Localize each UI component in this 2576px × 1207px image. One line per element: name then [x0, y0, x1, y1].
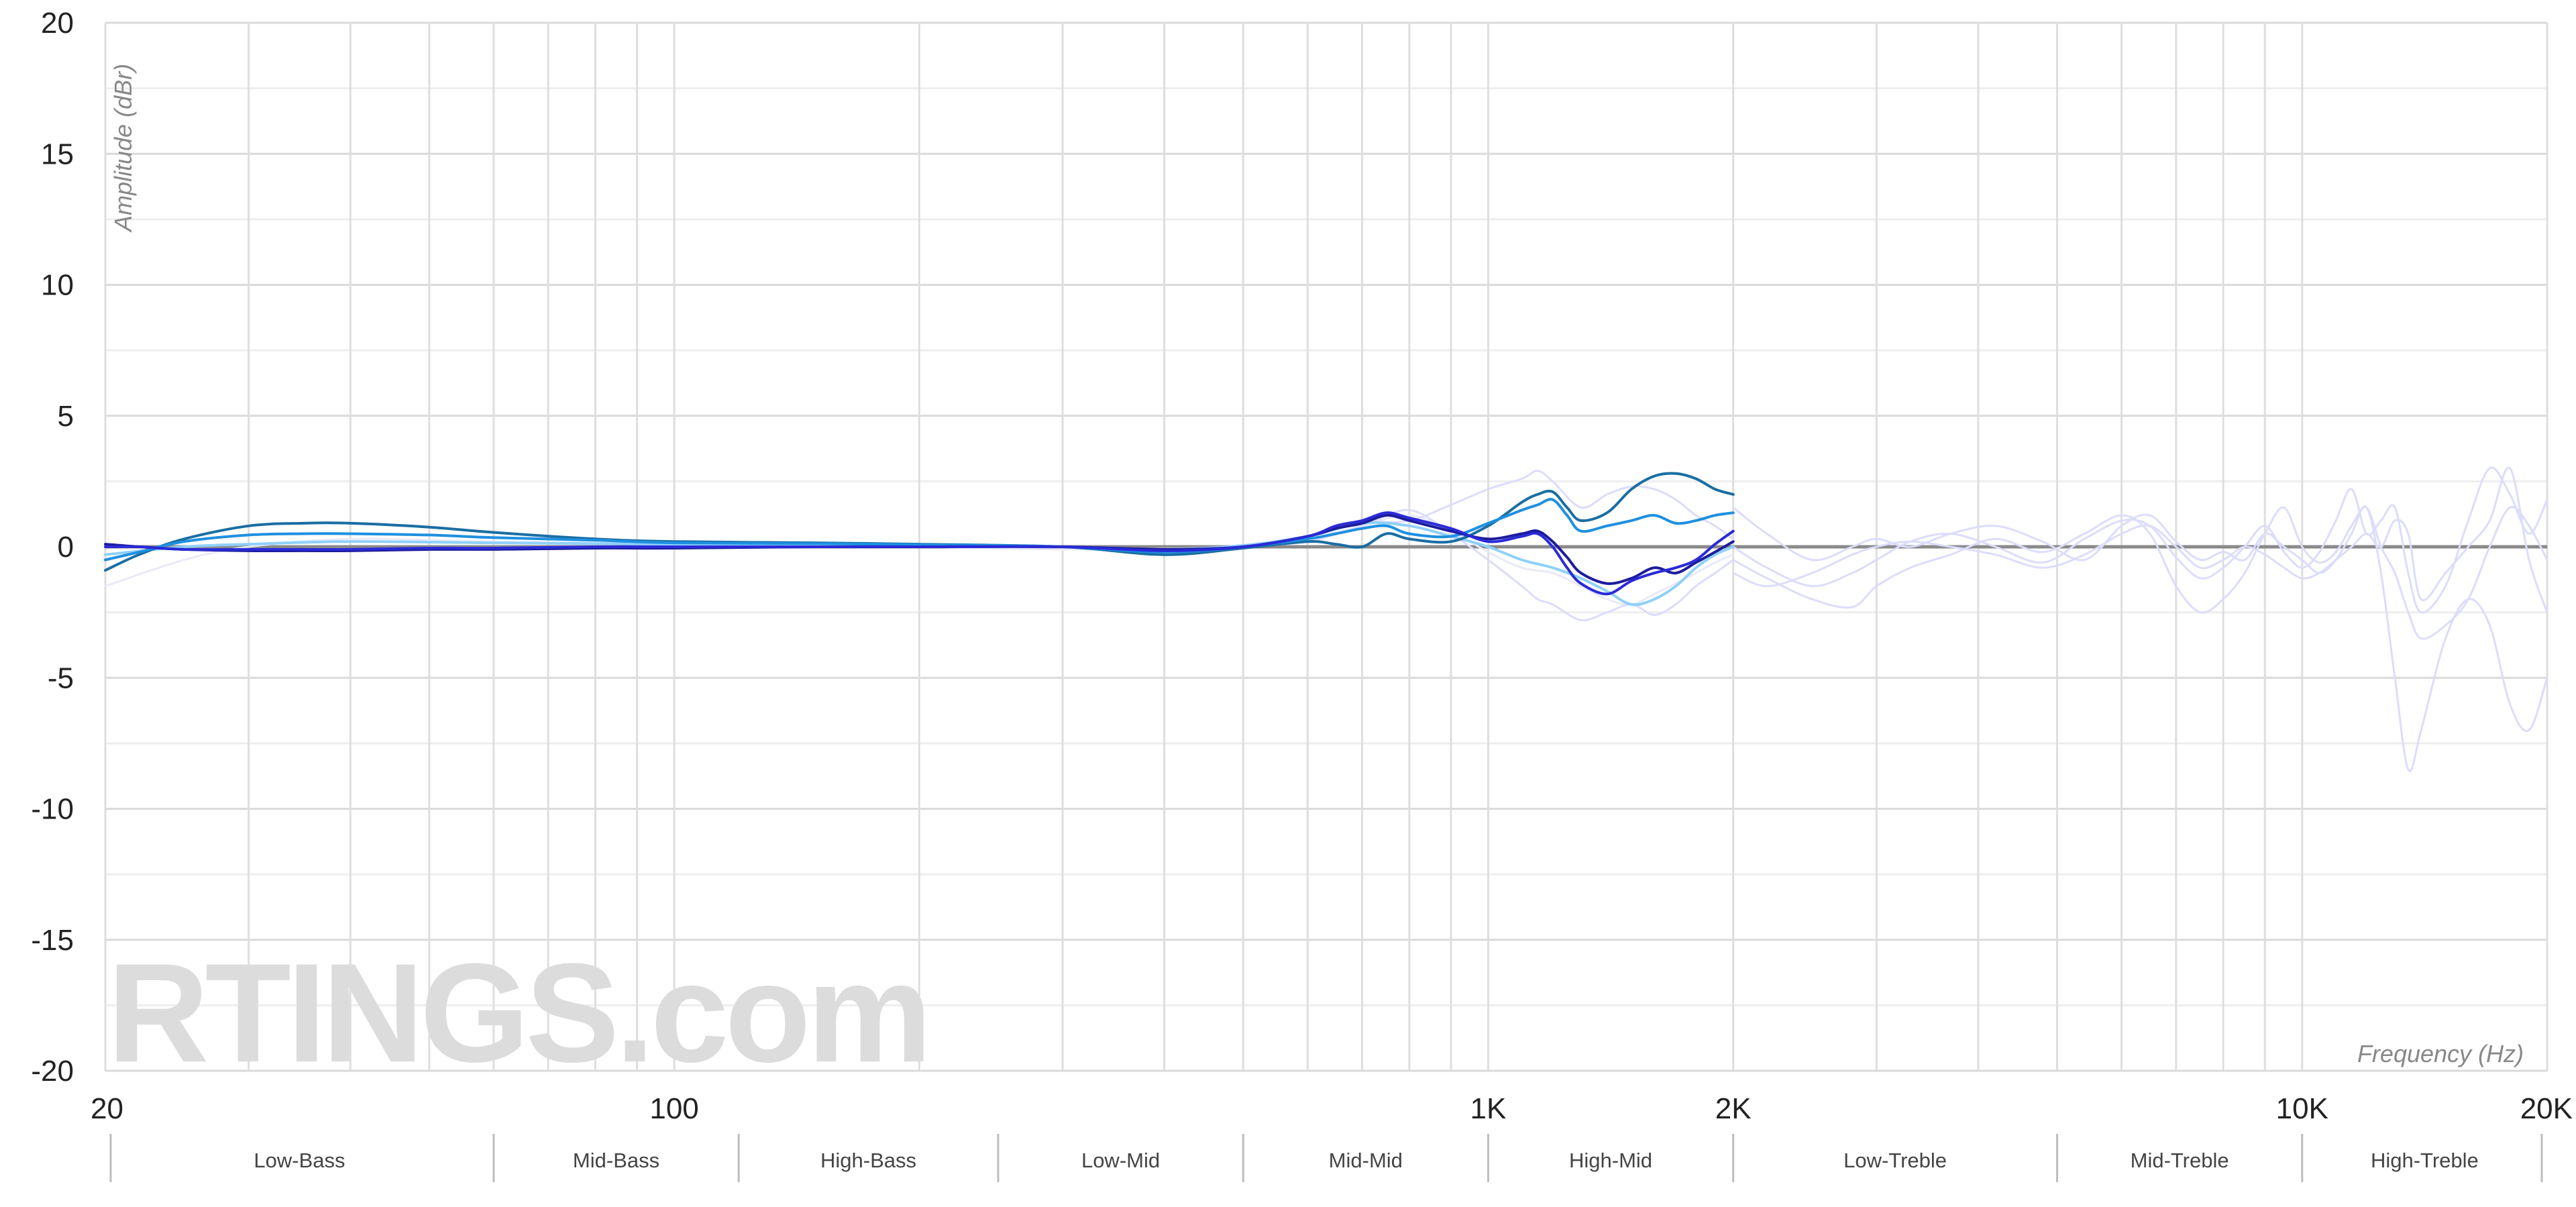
series-line-4: [1732, 466, 2548, 614]
series-line-1: [1732, 466, 2548, 614]
y-tick-label: -5: [48, 662, 74, 694]
x-tick-label: 2K: [1715, 1092, 1752, 1125]
x-tick-label: 10K: [2276, 1092, 2328, 1125]
watermark-logo: RTINGS.com: [107, 934, 928, 1092]
band-label: Mid-Mid: [1329, 1149, 1403, 1172]
x-tick-label: 100: [649, 1092, 698, 1125]
y-tick-label: 10: [41, 269, 74, 302]
y-tick-label: -20: [31, 1055, 74, 1088]
x-tick-label: 1K: [1470, 1092, 1507, 1125]
y-tick-label: -15: [31, 924, 74, 957]
y-tick-label: 0: [58, 531, 74, 564]
grid: [104, 21, 2548, 1072]
x-tick-label: 20K: [2520, 1092, 2573, 1125]
band-label: High-Treble: [2371, 1149, 2479, 1172]
band-label: High-Bass: [820, 1149, 916, 1172]
x-tick-label: 20: [91, 1092, 123, 1125]
y-tick-label: -10: [31, 793, 74, 826]
y-tick-label: 15: [41, 138, 74, 170]
band-label: Low-Bass: [254, 1149, 345, 1172]
series-group: [104, 466, 2548, 772]
y-axis-title: Amplitude (dBr): [109, 64, 137, 233]
band-label: Mid-Bass: [573, 1149, 659, 1172]
band-label: Low-Treble: [1843, 1149, 1947, 1172]
series-line-2: [1732, 506, 2548, 640]
series-line-3: [1732, 505, 2548, 772]
x-tick-labels: 20 100 1K 2K 10K 20K: [91, 1092, 2573, 1125]
series-line-12: [104, 511, 1735, 596]
series-line-6: [1242, 509, 1735, 622]
frequency-bands: Low-Bass Mid-Bass High-Bass Low-Mid Mid-Mid H…: [109, 1134, 2543, 1182]
y-tick-label: 20: [41, 7, 74, 40]
y-tick-label: 5: [58, 400, 74, 433]
y-tick-labels: 20 15 10 5 0 -5 -10 -15 -20: [31, 7, 74, 1088]
band-label: Mid-Treble: [2131, 1149, 2229, 1172]
band-label: Low-Mid: [1081, 1149, 1160, 1172]
x-axis-title: Frequency (Hz): [2357, 1040, 2524, 1067]
band-label: High-Mid: [1569, 1149, 1652, 1172]
